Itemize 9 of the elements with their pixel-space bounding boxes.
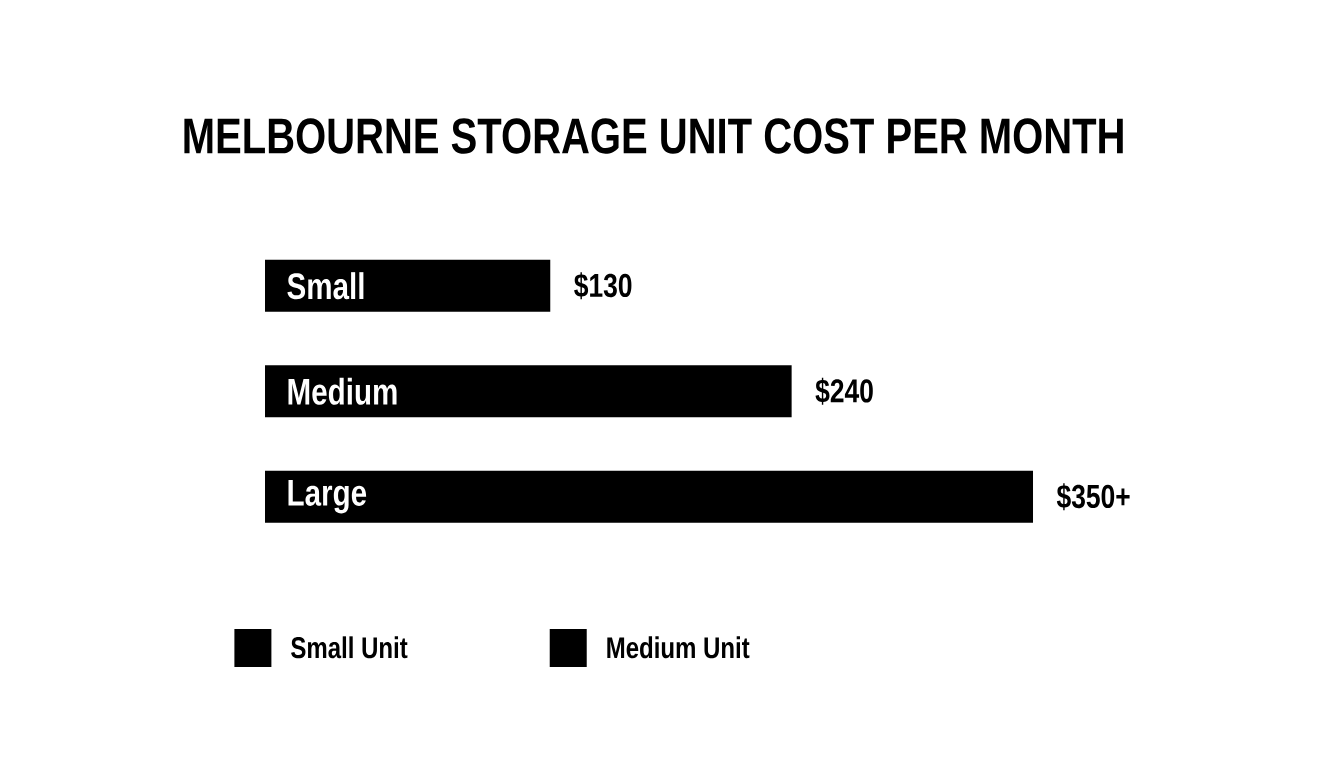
data-label: $130 [574,272,632,300]
chart-title: MELBOURNE STORAGE UNIT COST PER MONTH [184,118,1123,154]
legend-label: Medium Unit [607,636,750,659]
y-tick-label: Small [287,272,364,300]
y-tick-label: Large [288,480,367,514]
y-tick-label: Medium [288,377,397,405]
data-label: $240 [815,377,873,405]
data-label: $350+ [1056,483,1130,511]
legend-label: Small Unit [291,636,408,659]
